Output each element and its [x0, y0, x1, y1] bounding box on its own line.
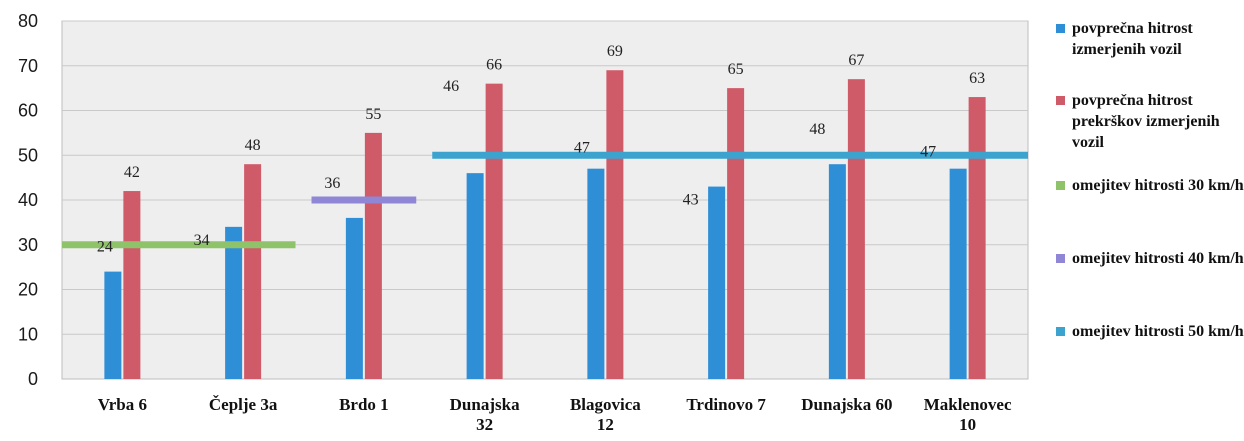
bar-violation-speed: [485, 83, 503, 380]
x-category-label: Brdo 1: [339, 395, 389, 414]
legend-label: povprečna hitrost prekrškov izmerjenih v…: [1072, 92, 1220, 151]
chart: 24 42 34 48 36 55 46 66 47 69 43 65 48 67 47 63 0 10 20 30…: [18, 11, 1029, 434]
y-tick-label: 0: [28, 369, 38, 389]
bar-avg-speed: [708, 186, 726, 379]
x-category-label: Dunajska: [450, 395, 520, 414]
data-label-violation-speed: 66: [486, 57, 502, 74]
legend-item-limit-40: omejitev hitrosti 40 km/h: [1054, 248, 1244, 269]
legend-swatch: [1056, 254, 1065, 263]
bar-violation-speed: [244, 164, 262, 379]
bar-violation-speed: [606, 70, 624, 379]
bar-avg-speed: [225, 226, 243, 379]
bar-violation-speed: [727, 88, 745, 379]
bar-avg-speed: [828, 164, 846, 379]
data-label-violation-speed: 63: [969, 70, 985, 87]
data-label-violation-speed: 48: [245, 137, 261, 154]
y-tick-label: 80: [18, 11, 38, 31]
data-label-avg-speed: 47: [920, 144, 936, 161]
legend-label: omejitev hitrosti 30 km/h: [1072, 177, 1244, 194]
legend-swatch: [1056, 327, 1065, 336]
y-tick-label: 10: [18, 324, 38, 344]
x-category-label: Vrba 6: [98, 395, 147, 414]
x-category-label: 10: [959, 415, 976, 434]
y-tick-label: 60: [18, 101, 38, 121]
legend-label: omejitev hitrosti 50 km/h: [1072, 323, 1244, 340]
data-label-avg-speed: 43: [683, 192, 699, 209]
limit-lines: [62, 151, 1028, 249]
x-category-label: Trdinovo 7: [686, 395, 766, 414]
legend-item-avg-violation-speed: povprečna hitrost prekrškov izmerjenih v…: [1054, 90, 1244, 153]
bar-avg-speed: [466, 173, 484, 379]
bar-avg-speed: [587, 168, 605, 379]
data-label-avg-speed: 24: [97, 239, 113, 256]
legend-item-limit-50: omejitev hitrosti 50 km/h: [1054, 321, 1244, 342]
x-category-label: Dunajska 60: [801, 395, 892, 414]
x-category-label: Čeplje 3a: [209, 395, 278, 414]
data-label-avg-speed: 47: [574, 140, 590, 157]
bar-avg-speed: [104, 271, 122, 379]
data-label-avg-speed: 48: [809, 121, 825, 138]
y-tick-label: 70: [18, 56, 38, 76]
legend-item-avg-speed: povprečna hitrost izmerjenih vozil: [1054, 18, 1244, 60]
y-tick-label: 30: [18, 235, 38, 255]
bar-avg-speed: [345, 217, 363, 379]
data-label-violation-speed: 55: [365, 106, 381, 123]
data-label-violation-speed: 69: [607, 43, 623, 60]
legend-item-limit-30: omejitev hitrosti 30 km/h: [1054, 175, 1244, 196]
bar-violation-speed: [968, 97, 986, 379]
bar-violation-speed: [364, 132, 382, 379]
x-category-label: 32: [476, 415, 493, 434]
bar-violation-speed: [847, 79, 865, 380]
x-category-label: Blagovica: [570, 395, 641, 414]
bar-avg-speed: [949, 168, 967, 379]
legend-swatch: [1056, 24, 1065, 33]
y-tick-label: 40: [18, 190, 38, 210]
data-label-avg-speed: 34: [194, 232, 210, 249]
y-tick-label: 50: [18, 145, 38, 165]
legend-label: povprečna hitrost izmerjenih vozil: [1072, 20, 1193, 58]
y-axis-ticks: 0 10 20 30 40 50 60 70 80: [18, 11, 38, 389]
y-tick-label: 20: [18, 280, 38, 300]
data-label-avg-speed: 46: [443, 78, 459, 95]
legend-label: omejitev hitrosti 40 km/h: [1072, 250, 1244, 267]
legend-swatch: [1056, 96, 1065, 105]
legend-swatch: [1056, 181, 1065, 190]
x-category-label: 12: [597, 415, 614, 434]
bar-violation-speed: [123, 191, 141, 379]
data-labels: 24 42 34 48 36 55 46 66 47 69 43 65 48 67 47 63: [97, 43, 985, 255]
data-label-violation-speed: 42: [124, 164, 140, 181]
x-category-label: Maklenovec: [924, 395, 1012, 414]
data-label-violation-speed: 67: [848, 52, 864, 69]
data-label-avg-speed: 36: [324, 175, 340, 192]
data-label-violation-speed: 65: [728, 61, 744, 78]
